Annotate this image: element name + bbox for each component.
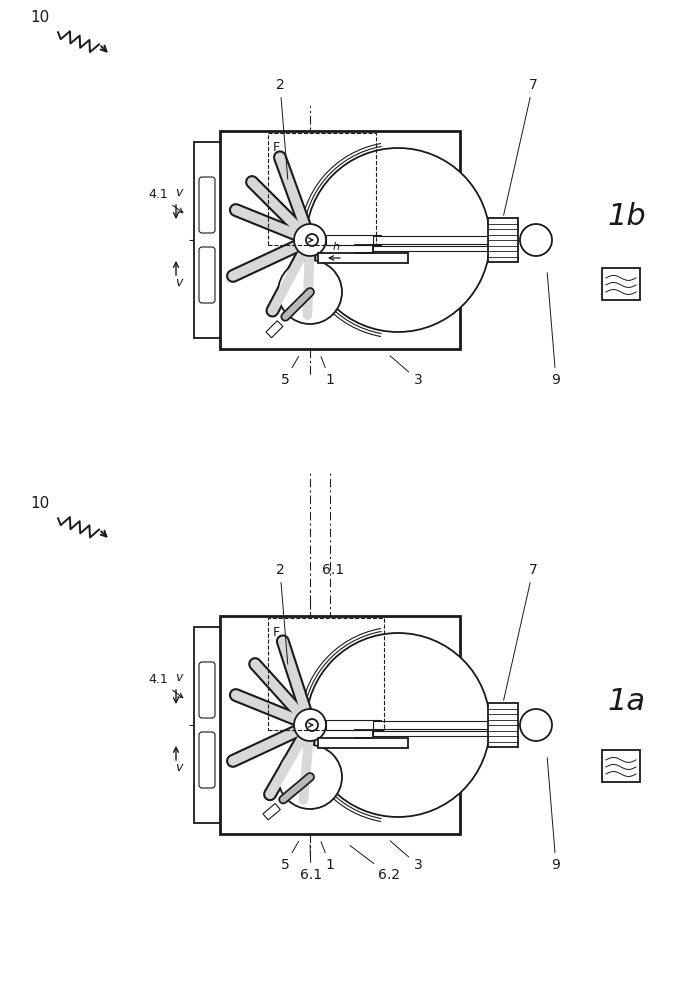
Text: v: v bbox=[175, 671, 183, 684]
Bar bbox=[194, 142, 220, 338]
Bar bbox=[488, 218, 518, 262]
Text: 6.2: 6.2 bbox=[350, 846, 400, 882]
Bar bbox=[326, 720, 381, 730]
Bar bbox=[220, 616, 460, 834]
Text: 10: 10 bbox=[30, 10, 49, 25]
Bar bbox=[373, 236, 493, 244]
Bar bbox=[373, 731, 493, 736]
Text: F: F bbox=[273, 626, 280, 639]
Bar bbox=[268, 618, 384, 730]
Text: 6.1: 6.1 bbox=[300, 845, 322, 882]
Bar bbox=[488, 703, 518, 747]
Bar bbox=[268, 133, 376, 245]
Text: 3: 3 bbox=[390, 356, 422, 387]
Circle shape bbox=[306, 719, 318, 731]
Bar bbox=[318, 738, 408, 748]
Bar bbox=[602, 268, 640, 300]
Text: h: h bbox=[333, 242, 340, 252]
Text: 4.1: 4.1 bbox=[148, 188, 183, 213]
Text: v: v bbox=[175, 186, 183, 199]
Text: F: F bbox=[273, 141, 280, 154]
Bar bbox=[373, 246, 493, 251]
Circle shape bbox=[306, 234, 318, 246]
FancyBboxPatch shape bbox=[199, 247, 215, 303]
Text: 9: 9 bbox=[547, 758, 561, 872]
Bar bbox=[602, 750, 640, 782]
Text: 1a: 1a bbox=[608, 687, 646, 716]
Text: 1: 1 bbox=[321, 357, 335, 387]
Text: v: v bbox=[175, 276, 183, 289]
Circle shape bbox=[308, 774, 313, 780]
Bar bbox=[318, 253, 408, 263]
Bar bbox=[326, 235, 381, 245]
FancyBboxPatch shape bbox=[199, 732, 215, 788]
Text: 3: 3 bbox=[390, 841, 422, 872]
Text: 4.1: 4.1 bbox=[148, 673, 183, 698]
Circle shape bbox=[294, 709, 326, 741]
Bar bbox=[194, 627, 220, 823]
Text: 5: 5 bbox=[281, 356, 299, 387]
Bar bbox=[373, 721, 493, 729]
Circle shape bbox=[278, 745, 342, 809]
Text: 7: 7 bbox=[504, 78, 537, 215]
Text: 5: 5 bbox=[281, 841, 299, 872]
Circle shape bbox=[306, 148, 490, 332]
Bar bbox=[220, 131, 460, 349]
FancyBboxPatch shape bbox=[199, 177, 215, 233]
Text: 2: 2 bbox=[276, 78, 288, 179]
Text: 2: 2 bbox=[276, 563, 288, 664]
Circle shape bbox=[294, 224, 326, 256]
Circle shape bbox=[520, 224, 552, 256]
Text: 1: 1 bbox=[321, 842, 335, 872]
Text: 7: 7 bbox=[504, 563, 537, 700]
Text: v: v bbox=[175, 761, 183, 774]
Circle shape bbox=[306, 633, 490, 817]
Text: 6.1: 6.1 bbox=[322, 563, 344, 577]
Bar bbox=[263, 803, 281, 820]
Text: 1b: 1b bbox=[608, 202, 647, 231]
Circle shape bbox=[520, 709, 552, 741]
FancyBboxPatch shape bbox=[199, 662, 215, 718]
Circle shape bbox=[278, 260, 342, 324]
Bar bbox=[266, 321, 283, 338]
Text: 10: 10 bbox=[30, 496, 49, 511]
Circle shape bbox=[308, 290, 313, 294]
Text: 9: 9 bbox=[547, 273, 561, 387]
